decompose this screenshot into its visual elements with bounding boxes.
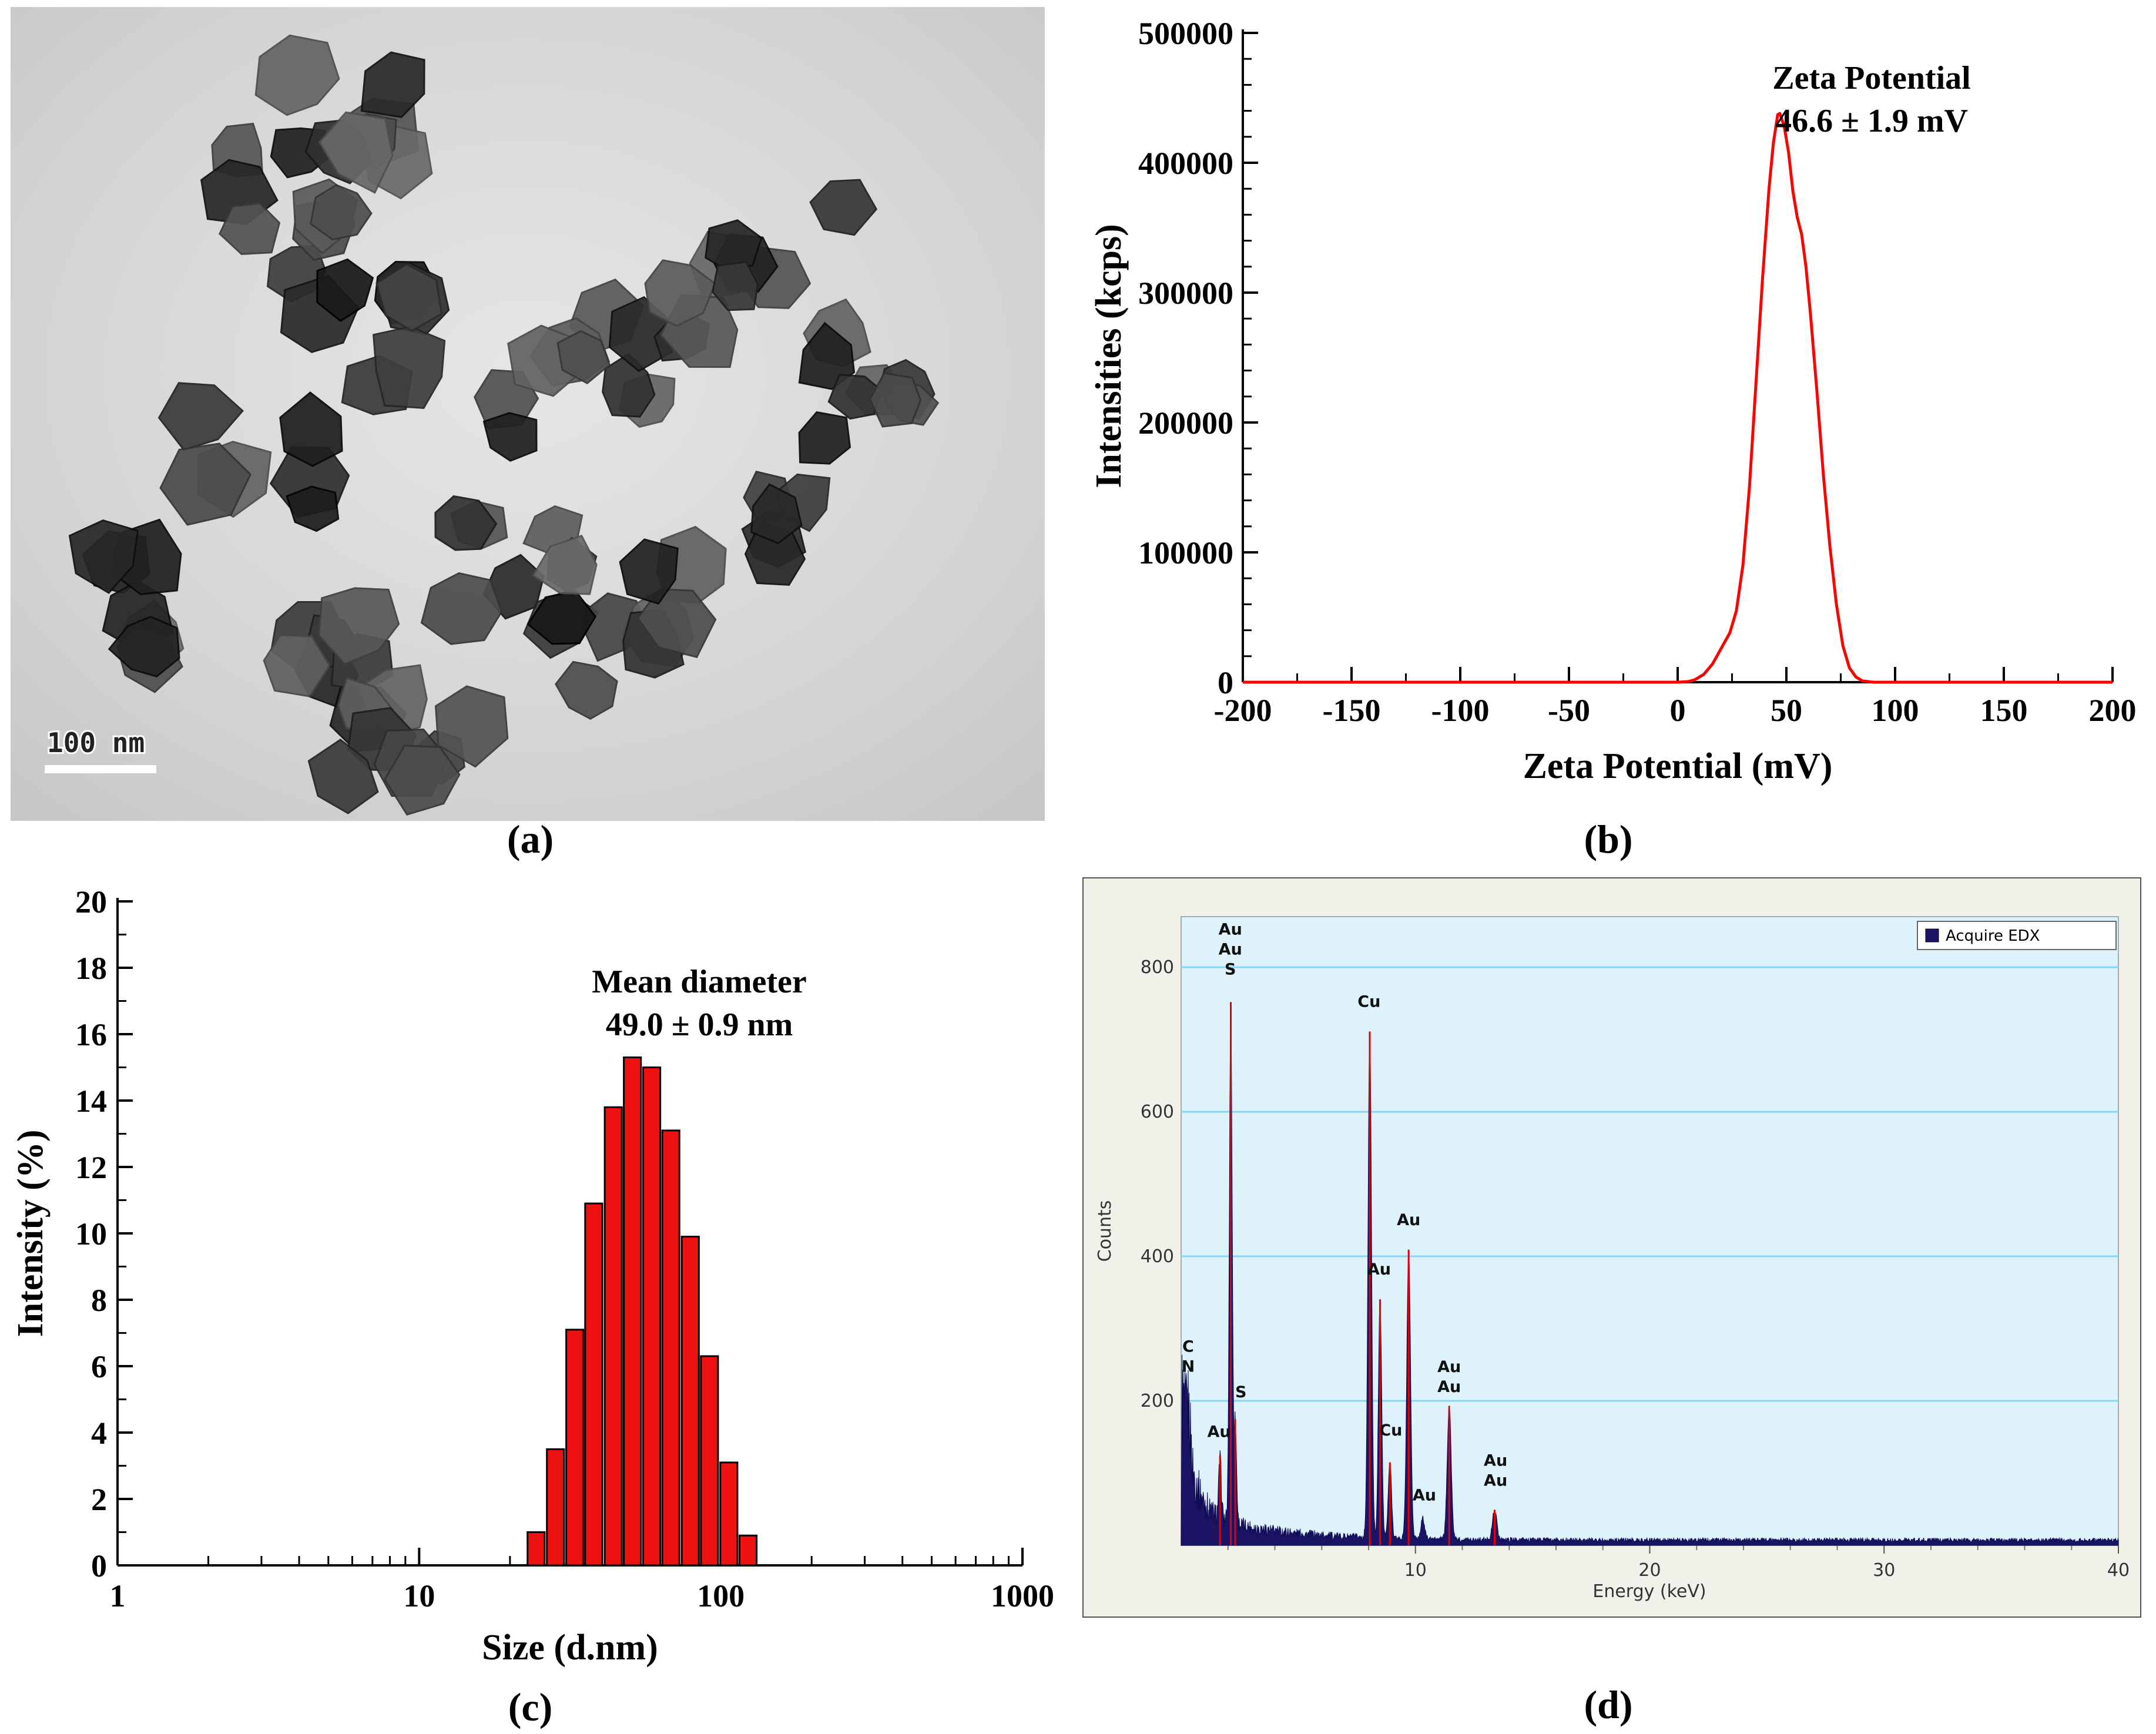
svg-text:1000: 1000 bbox=[991, 1578, 1054, 1614]
size-plot-area: 1 10 100 1000 0 2 4 6 8 10 12 14 16 18 20 bbox=[75, 884, 1054, 1614]
svg-text:10: 10 bbox=[1404, 1560, 1427, 1581]
svg-text:0: 0 bbox=[91, 1548, 107, 1584]
svg-text:50: 50 bbox=[1771, 693, 1802, 728]
svg-text:N: N bbox=[1182, 1357, 1195, 1376]
zeta-potential-chart: -200 -150 -100 -50 0 50 100 150 200 0 100000 200000… bbox=[1089, 16, 2137, 786]
panel-b-label: (b) bbox=[1584, 817, 1633, 861]
svg-text:S: S bbox=[1235, 1383, 1246, 1401]
svg-text:1: 1 bbox=[110, 1578, 126, 1614]
svg-text:400: 400 bbox=[1141, 1246, 1174, 1267]
svg-text:Au: Au bbox=[1437, 1378, 1461, 1396]
svg-text:0: 0 bbox=[1670, 693, 1686, 728]
svg-text:200000: 200000 bbox=[1138, 405, 1233, 441]
svg-text:12: 12 bbox=[75, 1150, 107, 1185]
svg-text:14: 14 bbox=[75, 1084, 107, 1119]
svg-text:Au: Au bbox=[1484, 1472, 1507, 1490]
scalebar bbox=[45, 765, 156, 773]
svg-text:Au: Au bbox=[1367, 1260, 1391, 1279]
panel-b: -200 -150 -100 -50 0 50 100 150 200 0 100000 200000… bbox=[1061, 0, 2156, 870]
svg-text:Au: Au bbox=[1219, 921, 1242, 939]
nanoparticles bbox=[68, 34, 940, 816]
size-annotation-value: 49.0 ± 0.9 nm bbox=[606, 1007, 793, 1043]
size-x-axis-label: Size (d.nm) bbox=[482, 1628, 658, 1668]
svg-text:18: 18 bbox=[75, 951, 107, 986]
legend-box bbox=[1917, 921, 2117, 950]
svg-text:Au: Au bbox=[1437, 1358, 1461, 1376]
zeta-x-axis-label: Zeta Potential (mV) bbox=[1523, 746, 1833, 786]
svg-text:100000: 100000 bbox=[1138, 535, 1233, 571]
legend-label: Acquire EDX bbox=[1946, 927, 2040, 945]
svg-text:C: C bbox=[1182, 1337, 1194, 1356]
svg-text:S: S bbox=[1225, 961, 1236, 979]
size-chart-wrap: 1 10 100 1000 0 2 4 6 8 10 12 14 16 18 20 Intensity (%… bbox=[6, 878, 1058, 1701]
svg-text:Cu: Cu bbox=[1379, 1421, 1402, 1440]
edx-plot-area: 200 400 600 800 10 20 30 40 CN Au Au Au S S Cu Au Cu Au Au… bbox=[1141, 916, 2130, 1581]
svg-text:20: 20 bbox=[75, 884, 107, 920]
svg-text:100: 100 bbox=[697, 1578, 745, 1614]
svg-text:Au: Au bbox=[1413, 1487, 1436, 1505]
svg-text:10: 10 bbox=[403, 1578, 435, 1614]
svg-text:Cu: Cu bbox=[1357, 993, 1380, 1011]
size-y-axis-label: Intensity (%) bbox=[11, 1129, 51, 1337]
svg-text:100: 100 bbox=[1872, 693, 1919, 728]
svg-text:Au: Au bbox=[1397, 1211, 1420, 1229]
zeta-chart-wrap: -200 -150 -100 -50 0 50 100 150 200 0 100000 200000… bbox=[1084, 4, 2137, 820]
svg-text:Au: Au bbox=[1219, 941, 1242, 959]
svg-text:-100: -100 bbox=[1431, 693, 1490, 728]
svg-text:-150: -150 bbox=[1323, 693, 1381, 728]
svg-text:10: 10 bbox=[75, 1216, 107, 1252]
legend-swatch-icon bbox=[1925, 928, 1939, 943]
svg-text:500000: 500000 bbox=[1138, 16, 1233, 51]
svg-text:600: 600 bbox=[1141, 1102, 1174, 1122]
svg-text:800: 800 bbox=[1141, 957, 1174, 978]
svg-text:30: 30 bbox=[1873, 1560, 1895, 1581]
svg-text:-200: -200 bbox=[1214, 693, 1272, 728]
tem-micrograph: 100 nm bbox=[11, 7, 1045, 821]
edx-legend: Acquire EDX bbox=[1917, 921, 2117, 950]
svg-text:200: 200 bbox=[2089, 693, 2137, 728]
svg-text:20: 20 bbox=[1638, 1560, 1661, 1581]
svg-text:6: 6 bbox=[91, 1349, 107, 1384]
panel-c: 1 10 100 1000 0 2 4 6 8 10 12 14 16 18 20 Intensity (%… bbox=[0, 870, 1061, 1734]
svg-text:4: 4 bbox=[91, 1416, 107, 1451]
zeta-plot-area: -200 -150 -100 -50 0 50 100 150 200 0 100000 200000… bbox=[1138, 16, 2137, 728]
size-annotation-title: Mean diameter bbox=[592, 964, 806, 1000]
svg-text:-50: -50 bbox=[1548, 693, 1590, 728]
size-distribution-chart: 1 10 100 1000 0 2 4 6 8 10 12 14 16 18 20 Intensity (%… bbox=[11, 884, 1054, 1668]
svg-text:Au: Au bbox=[1208, 1423, 1231, 1441]
tem-image-wrap: 100 nm bbox=[11, 7, 1045, 824]
svg-text:0: 0 bbox=[1218, 665, 1233, 700]
svg-text:200: 200 bbox=[1141, 1391, 1174, 1411]
svg-text:8: 8 bbox=[91, 1283, 107, 1318]
svg-text:400000: 400000 bbox=[1138, 146, 1233, 181]
svg-text:2: 2 bbox=[91, 1482, 107, 1517]
panel-c-label: (c) bbox=[508, 1685, 553, 1729]
svg-text:150: 150 bbox=[1980, 693, 2028, 728]
scalebar-label: 100 nm bbox=[47, 727, 145, 759]
edx-y-axis-label: Counts bbox=[1095, 1200, 1115, 1262]
zeta-annotation-value: 46.6 ± 1.9 mV bbox=[1775, 103, 1968, 139]
svg-text:40: 40 bbox=[2107, 1560, 2130, 1581]
svg-text:16: 16 bbox=[75, 1017, 107, 1052]
zeta-y-axis-label: Intensities (kcps) bbox=[1089, 224, 1129, 488]
panel-d-label: (d) bbox=[1584, 1682, 1633, 1727]
svg-text:Au: Au bbox=[1484, 1452, 1507, 1470]
zeta-annotation-title: Zeta Potential bbox=[1772, 60, 1970, 96]
edx-spectrum-chart: 200 400 600 800 10 20 30 40 CN Au Au Au S S Cu Au Cu Au Au… bbox=[1082, 877, 2141, 1618]
panel-a: 100 nm (a) bbox=[0, 0, 1061, 870]
edx-chart-wrap: 200 400 600 800 10 20 30 40 C N Au Au Au S S Cu Au Cu Au Au… bbox=[1078, 876, 2148, 1701]
panel-a-label: (a) bbox=[507, 817, 554, 861]
svg-text:300000: 300000 bbox=[1138, 276, 1233, 311]
edx-x-axis-label: Energy (keV) bbox=[1592, 1581, 1706, 1602]
panel-d: 200 400 600 800 10 20 30 40 C N Au Au Au S S Cu Au Cu Au Au… bbox=[1061, 870, 2156, 1734]
